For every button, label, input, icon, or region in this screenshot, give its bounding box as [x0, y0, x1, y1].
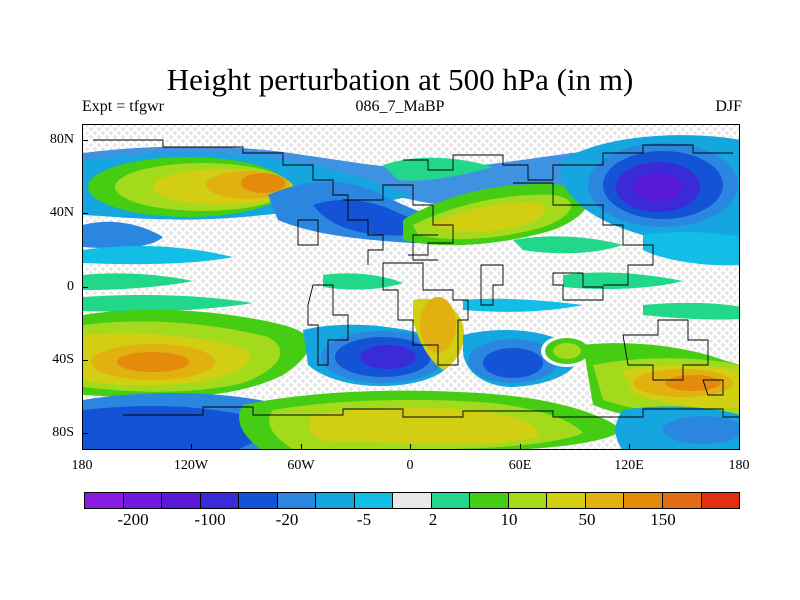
colorbar-label: 150 [650, 510, 676, 529]
x-tick-label: 120E [614, 458, 644, 473]
colorbar-box [662, 493, 702, 508]
colorbar-box [585, 493, 625, 508]
colorbar-box [508, 493, 548, 508]
case-label: 086_7_MaBP [355, 98, 445, 115]
y-tick-label: 80S [52, 425, 74, 440]
colorbar-box [624, 493, 663, 508]
y-tick-label: 0 [67, 279, 74, 294]
x-tick-label: 180 [71, 458, 93, 473]
colorbar-box [354, 493, 394, 508]
colorbar-box [547, 493, 586, 508]
tropical-features [83, 272, 739, 320]
y-tick [82, 140, 88, 141]
colorbar-box [200, 493, 240, 508]
colorbar-label: -20 [275, 510, 299, 529]
experiment-label: Expt = tfgwr [82, 98, 164, 115]
season-label: DJF [715, 98, 742, 115]
y-tick [82, 360, 88, 361]
x-tick-label: 0 [406, 458, 414, 473]
x-tick [82, 444, 83, 450]
colorbar-box [701, 493, 740, 508]
colorbar-label: 50 [578, 510, 596, 529]
y-tick [82, 433, 88, 434]
x-tick-label: 60E [508, 458, 532, 473]
x-tick-label: 60W [287, 458, 315, 473]
y-tick [82, 287, 88, 288]
x-tick [629, 444, 630, 450]
colorbar-label: -5 [356, 510, 372, 529]
colorbar-box [123, 493, 163, 508]
colorbar-box [162, 493, 201, 508]
colorbar-label: -200 [117, 510, 149, 529]
map-plot [82, 124, 740, 450]
x-tick-label: 120W [173, 458, 209, 473]
y-tick-label: 40S [52, 352, 74, 367]
colorbar-box [431, 493, 471, 508]
colorbar-box [470, 493, 509, 508]
y-tick-label: 80N [49, 132, 74, 147]
x-tick [520, 444, 521, 450]
northern-features [83, 135, 739, 266]
colorbar-box [85, 493, 124, 508]
x-tick [301, 444, 302, 450]
colorbar-label: -100 [194, 510, 226, 529]
x-tick [191, 444, 192, 450]
y-tick-label: 40N [49, 205, 74, 220]
y-tick [82, 213, 88, 214]
colorbar-box [393, 493, 432, 508]
x-tick [410, 444, 411, 450]
chart-title: Height perturbation at 500 hPa (in m) [166, 62, 634, 97]
southern-features [83, 297, 739, 449]
colorbar-box [239, 493, 278, 508]
colorbar-box [316, 493, 355, 508]
x-tick [739, 444, 740, 450]
colorbar-label: 2 [428, 510, 438, 529]
coastline-overlay [93, 139, 739, 418]
contour-field [83, 125, 739, 449]
colorbar [84, 492, 740, 509]
colorbar-label: 10 [500, 510, 518, 529]
colorbar-box [277, 493, 317, 508]
x-tick-label: 180 [728, 458, 750, 473]
